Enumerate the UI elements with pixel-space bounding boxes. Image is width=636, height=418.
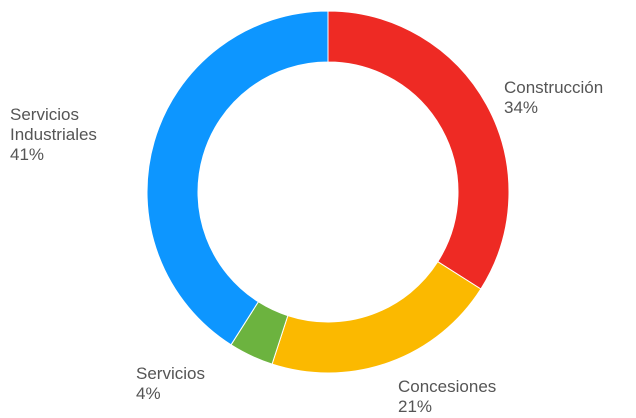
slice-percent-label: 41%: [10, 145, 44, 164]
slice-percent-label: 34%: [504, 98, 538, 117]
slice-percent-label: 21%: [398, 397, 432, 416]
slice-labels: Construcción34%Concesiones21%Servicios4%…: [10, 78, 603, 416]
slice-name-label: Construcción: [504, 78, 603, 97]
slice-name-label: Industriales: [10, 125, 97, 144]
slice-name-label: Concesiones: [398, 377, 496, 396]
slice-concesiones: [271, 260, 482, 374]
slice-percent-label: 4%: [136, 384, 161, 403]
slice-name-label: Servicios: [10, 105, 79, 124]
slice-construccion: [327, 10, 510, 290]
slice-name-label: Servicios: [136, 364, 205, 383]
donut-slices: [146, 10, 510, 374]
slice-servicios-industriales: [146, 10, 329, 346]
